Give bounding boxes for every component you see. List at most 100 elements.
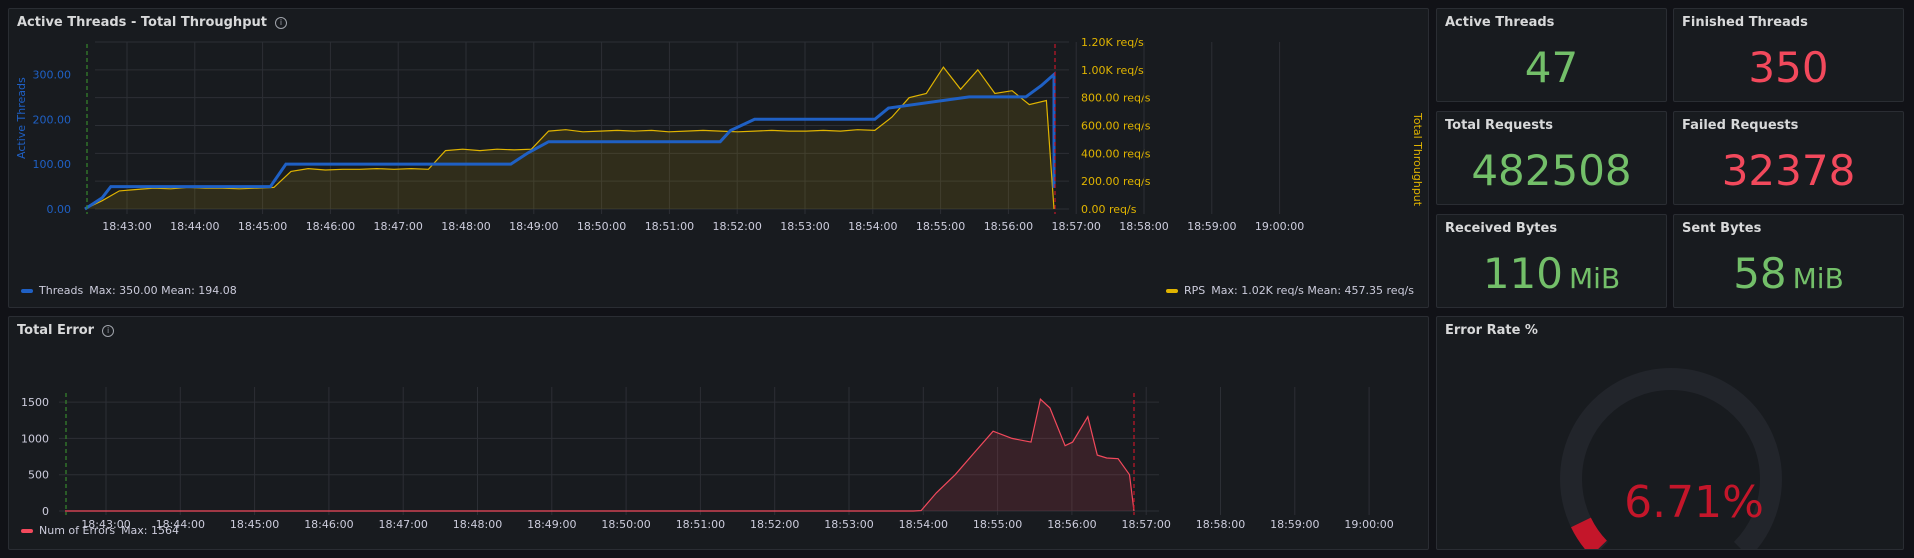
- rps-area: [85, 67, 1054, 209]
- x-tick-label: 18:43:00: [81, 518, 130, 531]
- stat-title: Failed Requests: [1682, 118, 1799, 133]
- legend-errors-stats: Max: 1564: [121, 524, 180, 537]
- x-tick-label: 18:57:00: [1121, 518, 1170, 531]
- stat-title: Sent Bytes: [1682, 221, 1762, 236]
- errors-area: [65, 399, 1134, 511]
- x-tick-label: 18:48:00: [441, 220, 490, 233]
- left-axis-label: Active Threads: [15, 77, 28, 159]
- error-panel-title: Total Error: [17, 323, 95, 338]
- x-tick-label: 19:00:00: [1255, 220, 1304, 233]
- x-tick-label: 18:52:00: [712, 220, 761, 233]
- x-tick-label: 18:49:00: [509, 220, 558, 233]
- gauge-fill: [1571, 517, 1608, 549]
- x-tick-label: 18:54:00: [848, 220, 897, 233]
- x-tick-label: 19:00:00: [1344, 518, 1393, 531]
- x-tick-label: 18:54:00: [899, 518, 948, 531]
- legend-errors-name: Num of Errors: [39, 524, 116, 537]
- right-axis-label: Total Throughput: [1411, 112, 1424, 207]
- y-tick-label: 1500: [21, 396, 49, 409]
- left-tick-label: 100.00: [33, 158, 72, 171]
- x-tick-label: 18:56:00: [984, 220, 1033, 233]
- left-tick-label: 200.00: [33, 113, 72, 126]
- error-rate-panel[interactable]: Error Rate % 6.71%: [1436, 316, 1904, 550]
- stat-unit: MiB: [1569, 262, 1621, 295]
- x-tick-label: 18:59:00: [1187, 220, 1236, 233]
- x-tick-label: 18:50:00: [577, 220, 626, 233]
- legend-threads[interactable]: Threads Max: 350.00 Mean: 194.08: [21, 284, 237, 297]
- error-rate-title: Error Rate %: [1445, 323, 1538, 338]
- stat-failed-requests[interactable]: Failed Requests 32378: [1673, 111, 1904, 205]
- x-tick-label: 18:58:00: [1119, 220, 1168, 233]
- legend-threads-name: Threads: [39, 284, 84, 297]
- info-icon[interactable]: i: [102, 324, 115, 337]
- gauge-track: [1560, 368, 1782, 549]
- y-tick-label: 500: [28, 469, 49, 482]
- error-panel-header[interactable]: Total Error i: [17, 323, 115, 338]
- throughput-chart[interactable]: 0.00 req/s 200.00 req/s 400.00 req/s 600.00…: [9, 9, 1429, 308]
- x-tick-label: 18:55:00: [973, 518, 1022, 531]
- x-tick-label: 18:56:00: [1047, 518, 1096, 531]
- rps-swatch: [1165, 288, 1178, 293]
- error-rate-value: 6.71%: [1624, 477, 1764, 528]
- stat-total-requests[interactable]: Total Requests 482508: [1436, 111, 1667, 205]
- x-tick-label: 18:51:00: [676, 518, 725, 531]
- stat-value: 32378: [1721, 146, 1856, 195]
- stat-value: 110: [1482, 249, 1563, 298]
- stat-sent-bytes[interactable]: Sent Bytes 58 MiB: [1673, 214, 1904, 308]
- legend-errors[interactable]: Num of Errors Max: 1564: [21, 524, 179, 537]
- x-tick-label: 18:55:00: [916, 220, 965, 233]
- stat-title: Finished Threads: [1682, 15, 1808, 30]
- x-tick-label: 18:49:00: [527, 518, 576, 531]
- stat-value: 58: [1733, 249, 1787, 298]
- stat-title: Received Bytes: [1445, 221, 1558, 236]
- legend-rps-name: RPS: [1183, 284, 1206, 297]
- right-tick-label: 0.00 req/s: [1081, 203, 1137, 216]
- x-tick-label: 18:58:00: [1196, 518, 1245, 531]
- right-tick-label: 800.00 req/s: [1081, 92, 1151, 105]
- stat-value: 47: [1524, 43, 1579, 92]
- stat-received-bytes[interactable]: Received Bytes 110 MiB: [1436, 214, 1667, 308]
- stat-value: 482508: [1471, 146, 1632, 195]
- threads-series-line: [84, 71, 1056, 211]
- error-rate-gauge: [1560, 368, 1782, 549]
- x-tick-label: 18:46:00: [306, 220, 355, 233]
- y-tick-label: 1000: [21, 432, 49, 445]
- throughput-panel-header[interactable]: Active Threads - Total Throughput i: [17, 15, 287, 30]
- stat-value-wrap: 110 MiB: [1437, 249, 1666, 298]
- right-tick-label: 600.00 req/s: [1081, 120, 1151, 133]
- x-tick-label: 18:59:00: [1270, 518, 1319, 531]
- legend-threads-stats: Max: 350.00 Mean: 194.08: [89, 284, 237, 297]
- x-tick-label: 18:57:00: [1051, 220, 1100, 233]
- stat-title: Active Threads: [1445, 15, 1555, 30]
- x-tick-label: 18:53:00: [824, 518, 873, 531]
- stat-title: Total Requests: [1445, 118, 1553, 133]
- throughput-panel-title: Active Threads - Total Throughput: [17, 15, 267, 30]
- legend-rps[interactable]: RPS Max: 1.02K req/s Mean: 457.35 req/s: [1165, 284, 1414, 297]
- right-tick-label: 1.00K req/s: [1081, 64, 1144, 77]
- left-tick-label: 300.00: [33, 68, 72, 81]
- throughput-panel: Active Threads - Total Throughput i 0.00…: [8, 8, 1429, 308]
- info-icon[interactable]: i: [274, 16, 287, 29]
- right-tick-label: 200.00 req/s: [1081, 175, 1151, 188]
- legend-rps-stats: Max: 1.02K req/s Mean: 457.35 req/s: [1211, 284, 1414, 297]
- right-tick-label: 400.00 req/s: [1081, 147, 1151, 160]
- x-tick-label: 18:44:00: [170, 220, 219, 233]
- x-tick-label: 18:47:00: [378, 518, 427, 531]
- x-tick-label: 18:45:00: [230, 518, 279, 531]
- x-tick-label: 18:53:00: [780, 220, 829, 233]
- stat-finished-threads[interactable]: Finished Threads 350: [1673, 8, 1904, 102]
- errors-series-line: [65, 398, 1135, 512]
- errors-swatch: [21, 528, 33, 533]
- stat-active-threads[interactable]: Active Threads 47: [1436, 8, 1667, 102]
- error-chart[interactable]: 0 500 1000 1500 18:43:00 18:44:00 18:45:00 18:4…: [9, 317, 1429, 550]
- error-panel: Total Error i 0 500 1000 1500 18:43:00 18:44:…: [8, 316, 1429, 550]
- y-tick-label: 0: [42, 505, 49, 518]
- stat-value: 350: [1748, 43, 1829, 92]
- threads-swatch: [21, 288, 33, 293]
- x-tick-label: 18:47:00: [373, 220, 422, 233]
- stat-unit: MiB: [1792, 262, 1844, 295]
- x-tick-label: 18:48:00: [453, 518, 502, 531]
- x-tick-label: 18:50:00: [601, 518, 650, 531]
- right-tick-label: 1.20K req/s: [1081, 36, 1144, 49]
- x-tick-label: 18:46:00: [304, 518, 353, 531]
